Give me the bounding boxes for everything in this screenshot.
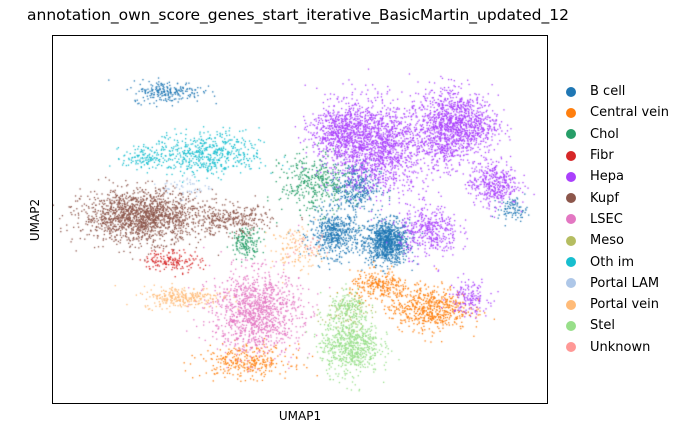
legend-label: Portal vein [590,297,660,313]
legend-marker [566,235,576,246]
legend-marker [566,107,576,118]
legend-marker [566,257,576,268]
legend-marker [566,278,576,289]
legend-marker [566,299,576,310]
legend-label: Unknown [590,339,651,355]
plot-area [52,35,548,404]
legend-label: Fibr [590,148,614,164]
legend: B cell Central vein Chol Fibr Hepa Kupf LSEC Me… [566,81,669,358]
legend-item: Oth im [566,251,669,272]
legend-marker [566,86,576,97]
legend-item: Portal LAM [566,273,669,294]
legend-marker [566,214,576,225]
legend-label: B cell [590,84,626,100]
legend-label: Meso [590,233,624,249]
scatter-points [53,36,547,403]
y-axis-label: UMAP2 [28,198,42,242]
legend-marker [566,193,576,204]
legend-label: LSEC [590,211,623,227]
legend-marker [566,129,576,140]
legend-item: Chol [566,124,669,145]
chart-title: annotation_own_score_genes_start_iterati… [27,6,569,24]
legend-item: B cell [566,81,669,102]
legend-marker [566,342,576,353]
legend-marker [566,150,576,161]
legend-item: Portal vein [566,294,669,315]
legend-label: Chol [590,126,619,142]
legend-item: Hepa [566,166,669,187]
legend-item: Central vein [566,102,669,123]
x-axis-label: UMAP1 [278,409,322,423]
legend-item: Meso [566,230,669,251]
legend-label: Central vein [590,105,670,121]
legend-item: Unknown [566,337,669,358]
legend-marker [566,171,576,182]
legend-label: Kupf [590,190,619,206]
legend-item: LSEC [566,209,669,230]
legend-item: Kupf [566,187,669,208]
legend-label: Portal LAM [590,275,660,291]
legend-marker [566,320,576,331]
legend-label: Stel [590,318,615,334]
legend-label: Oth im [590,254,634,270]
legend-label: Hepa [590,169,624,185]
legend-item: Fibr [566,145,669,166]
legend-item: Stel [566,315,669,336]
